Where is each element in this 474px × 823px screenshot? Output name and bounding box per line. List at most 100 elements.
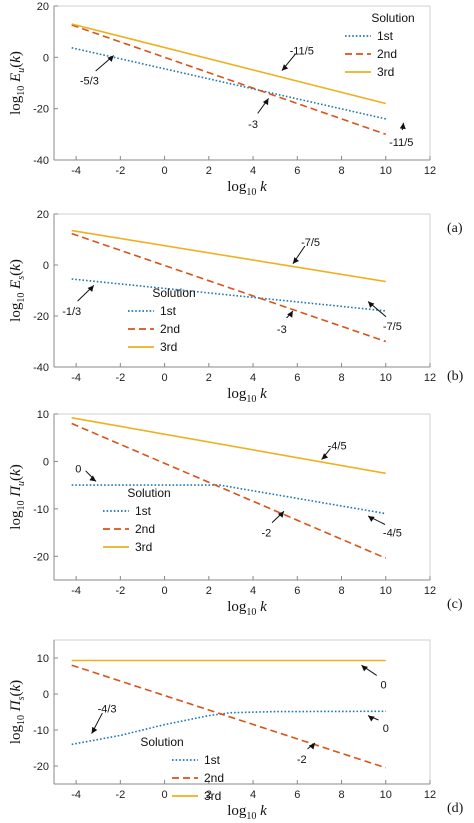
series-line-2nd	[71, 24, 387, 136]
series-line-1st	[71, 710, 386, 746]
x-axis-label: log10 k	[227, 599, 267, 618]
y-tick-label: 10	[37, 409, 49, 421]
panel-label: (c)	[447, 597, 463, 612]
x-tick-label: -2	[115, 585, 125, 597]
annotation-arrowhead	[277, 511, 285, 518]
series-line-2nd	[71, 664, 387, 769]
y-tick-label: 20	[37, 209, 49, 221]
x-tick-label: 10	[380, 372, 392, 384]
legend-entry: 1st	[160, 304, 177, 318]
x-tick-label: 8	[338, 165, 344, 177]
legend-entry: 2nd	[160, 322, 180, 336]
x-tick-label: 12	[424, 585, 436, 597]
y-axis-label: log10 Πs(k)	[8, 680, 27, 744]
x-tick-label: 0	[162, 372, 168, 384]
x-tick-label: 12	[424, 165, 436, 177]
x-tick-label: 4	[250, 372, 256, 384]
series-line-2nd	[71, 422, 387, 559]
x-tick-label: 2	[206, 789, 212, 801]
annotation-arrowhead	[368, 301, 375, 308]
legend-entry: 1st	[204, 753, 221, 767]
annotation-label: -5/3	[80, 75, 99, 87]
x-tick-label: 12	[424, 372, 436, 384]
annotation-arrowhead	[308, 742, 315, 750]
annotation-arrowhead	[87, 285, 94, 292]
annotation-arrowhead	[281, 64, 289, 71]
annotation-arrowhead	[287, 310, 293, 318]
legend-entry: 3rd	[135, 540, 152, 554]
annotation-label: 0	[383, 723, 389, 735]
annotation-arrowhead	[107, 55, 114, 62]
x-tick-label: -2	[115, 789, 125, 801]
y-tick-label: -10	[33, 725, 49, 737]
x-tick-label: 2	[206, 372, 212, 384]
y-tick-label: -20	[33, 104, 49, 116]
annotation-label: -2	[261, 528, 271, 540]
legend-title: Solution	[127, 486, 170, 500]
x-tick-label: 8	[338, 372, 344, 384]
annotation-arrowhead	[368, 715, 375, 722]
legend-title: Solution	[371, 11, 414, 25]
annotation-arrowhead	[321, 453, 329, 460]
series-line-3rd	[71, 229, 386, 283]
x-tick-label: 6	[294, 789, 300, 801]
x-tick-label: 2	[206, 165, 212, 177]
x-tick-label: -2	[115, 165, 125, 177]
panel-label: (d)	[447, 801, 464, 816]
legend-entry: 3rd	[377, 65, 394, 79]
x-tick-label: 10	[380, 789, 392, 801]
annotation-label: -3	[277, 324, 287, 336]
annotation-label: -4/3	[98, 703, 117, 715]
annotation-label: 0	[75, 464, 81, 476]
y-tick-label: 0	[43, 52, 49, 64]
legend-entry: 2nd	[204, 771, 224, 785]
x-tick-label: 10	[380, 165, 392, 177]
x-tick-label: -2	[115, 372, 125, 384]
legend: Solution 1st 2nd 3rd	[128, 286, 196, 354]
annotation-arrowhead	[368, 515, 375, 522]
annotation-label: -4/5	[328, 440, 347, 452]
x-tick-label: 8	[338, 585, 344, 597]
y-tick-label: 0	[43, 456, 49, 468]
y-tick-label: 10	[37, 653, 49, 665]
legend-entry: 1st	[377, 29, 394, 43]
y-axis-label: log10 Es(k)	[8, 259, 27, 322]
plot-area	[53, 413, 431, 581]
series-line-3rd	[71, 23, 386, 105]
legend-entry: 3rd	[160, 340, 177, 354]
series-line-1st	[71, 484, 386, 515]
y-tick-label: -20	[33, 551, 49, 563]
x-tick-label: 0	[162, 789, 168, 801]
annotation-label: -7/5	[301, 237, 320, 249]
annotation-arrowhead	[89, 475, 97, 482]
y-tick-label: 0	[43, 689, 49, 701]
y-tick-label: -40	[33, 362, 49, 374]
annotation-label: -7/5	[383, 321, 402, 333]
legend: Solution 1st 2nd 3rd	[103, 486, 171, 554]
panel-label: (a)	[447, 221, 463, 236]
x-tick-label: 2	[206, 585, 212, 597]
legend-title: Solution	[152, 286, 195, 300]
x-tick-label: 6	[294, 165, 300, 177]
legend-title: Solution	[140, 735, 183, 749]
annotation-arrowhead	[91, 726, 98, 734]
series-line-1st	[71, 278, 386, 312]
y-axis-label: log10 Eu(k)	[8, 51, 27, 115]
legend-entry: 2nd	[135, 522, 155, 536]
x-tick-label: 8	[338, 789, 344, 801]
y-axis-label: log10 Πu(k)	[8, 464, 27, 529]
annotation-label: -11/5	[389, 137, 413, 149]
annotation-label: 0	[380, 679, 386, 691]
annotation-arrowhead	[292, 257, 299, 264]
y-tick-label: -40	[33, 155, 49, 167]
x-tick-label: 10	[380, 585, 392, 597]
x-tick-label: 4	[250, 789, 256, 801]
x-tick-label: 0	[162, 165, 168, 177]
annotation-arrowhead	[262, 98, 269, 106]
annotation-label: -3	[248, 119, 258, 131]
plot-area	[53, 5, 431, 161]
